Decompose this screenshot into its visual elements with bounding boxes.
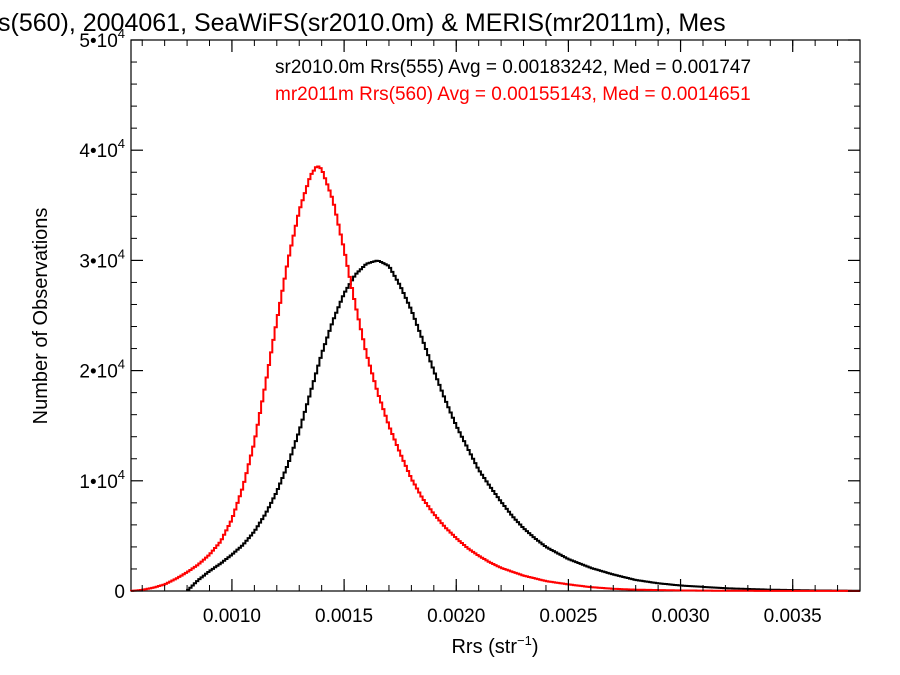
- x-tick-label: 0.0015: [315, 606, 373, 627]
- y-axis: 0 1•104 2•104 3•104 4•104 5•104: [79, 26, 860, 603]
- x-tick-label: 0.0035: [764, 606, 822, 627]
- plot-area: [130, 39, 861, 592]
- x-axis-label-sup: −1: [517, 633, 532, 648]
- x-axis: 0.0010 0.0015 0.0020 0.0025 0.0030 0.0035: [141, 40, 861, 627]
- series-layer: [130, 165, 860, 592]
- legend-entry-0: sr2010.0m Rrs(555) Avg = 0.00183242, Med…: [275, 57, 751, 78]
- y-axis-label: Number of Observations: [30, 208, 52, 425]
- y-tick-label: 1•104: [79, 467, 125, 493]
- x-tick-label: 0.0010: [203, 606, 261, 627]
- x-axis-label: Rrs (str−1): [451, 633, 538, 658]
- y-tick-label: 5•104: [79, 26, 125, 52]
- x-tick-label: 0.0025: [539, 606, 597, 627]
- x-axis-label-end: ): [532, 636, 539, 658]
- chart-title: s(560), 2004061, SeaWiFS(sr2010.0m) & ME…: [0, 9, 726, 37]
- plot-frame: [130, 39, 861, 592]
- series-1-histogram-line: [130, 165, 860, 592]
- y-tick-label: 4•104: [79, 136, 125, 162]
- x-axis-label-main: Rrs (str: [451, 636, 517, 658]
- x-tick-label: 0.0020: [427, 606, 485, 627]
- y-tick-label: 3•104: [79, 246, 125, 272]
- y-tick-label: 2•104: [79, 357, 125, 383]
- x-tick-label: 0.0030: [651, 606, 709, 627]
- series-0-histogram-line: [186, 259, 860, 592]
- y-tick-label: 0: [114, 582, 125, 603]
- legend: sr2010.0m Rrs(555) Avg = 0.00183242, Med…: [275, 57, 751, 105]
- legend-entry-1: mr2011m Rrs(560) Avg = 0.00155143, Med =…: [275, 84, 751, 105]
